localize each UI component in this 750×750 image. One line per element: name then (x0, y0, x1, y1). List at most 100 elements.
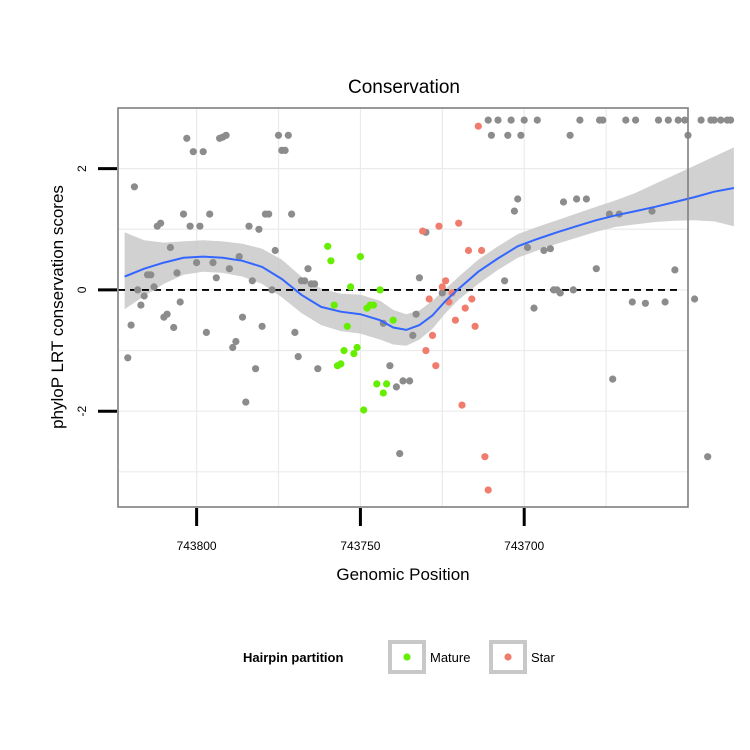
point-other (409, 331, 417, 339)
point-other (556, 289, 564, 297)
point-other (691, 295, 699, 303)
point-other (399, 377, 407, 385)
point-other (582, 195, 591, 203)
point-mature (353, 343, 361, 352)
point-mature (350, 350, 358, 358)
point-other (196, 222, 204, 230)
point-mature (383, 380, 391, 388)
point-other (661, 298, 669, 306)
point-mature (340, 347, 348, 355)
point-other (235, 253, 243, 261)
point-star (428, 331, 437, 339)
y-tick-label: 0 (75, 286, 89, 293)
point-other (674, 116, 682, 124)
point-other (157, 219, 165, 227)
point-other (212, 274, 220, 282)
point-other (265, 210, 273, 218)
point-other (546, 245, 555, 253)
point-mature (369, 301, 378, 309)
y-axis-title: phyloP LRT conservation scores (48, 185, 67, 429)
point-other (245, 222, 253, 230)
smooth-line (124, 187, 735, 331)
point-other (173, 269, 181, 277)
point-other (183, 134, 191, 142)
point-other (271, 246, 279, 255)
point-other (641, 299, 650, 307)
point-mature (379, 389, 387, 397)
point-other (314, 365, 322, 373)
point-star (474, 122, 482, 130)
point-other (664, 116, 672, 124)
point-other (166, 243, 174, 252)
point-other (304, 265, 312, 273)
point-other (281, 146, 289, 154)
point-other (484, 116, 492, 124)
point-other (238, 313, 247, 321)
point-other (124, 354, 132, 362)
point-other (592, 265, 600, 273)
point-star (484, 486, 492, 494)
confidence-band (124, 147, 734, 346)
point-other (566, 131, 574, 139)
y-axis: -2 0 2 (75, 165, 117, 417)
point-star (471, 322, 479, 330)
plot-panel (117, 107, 735, 508)
point-mature (347, 283, 355, 291)
point-other (255, 225, 263, 233)
point-other (189, 148, 197, 156)
point-mature (330, 301, 338, 309)
y-tick-label: 2 (75, 165, 89, 172)
point-other (288, 210, 296, 218)
point-other (137, 301, 145, 309)
point-other (179, 210, 188, 218)
legend-label-mature: Mature (430, 650, 470, 665)
point-mature (360, 406, 368, 414)
point-other (130, 183, 138, 191)
point-other (520, 116, 528, 124)
point-star (451, 316, 459, 324)
point-other (569, 286, 577, 294)
point-other (225, 265, 233, 273)
point-other (209, 259, 217, 267)
point-other (206, 210, 214, 218)
point-mature (373, 380, 381, 388)
point-star (425, 295, 433, 303)
point-other (622, 116, 630, 124)
point-mature (376, 286, 384, 294)
point-other (396, 450, 404, 458)
point-star (432, 362, 440, 370)
point-other (258, 322, 266, 330)
point-other (242, 398, 250, 406)
point-other (514, 195, 522, 203)
point-other (386, 362, 394, 370)
point-other (648, 207, 656, 215)
point-mature (327, 257, 335, 265)
point-star (448, 289, 456, 297)
point-other (501, 277, 509, 285)
point-other (232, 337, 240, 346)
point-other (573, 195, 581, 203)
point-other (199, 148, 207, 156)
point-star (481, 453, 489, 461)
point-other (523, 243, 532, 252)
point-other (392, 383, 400, 391)
point-other (229, 343, 237, 352)
point-other (540, 246, 548, 255)
point-other (294, 353, 302, 361)
point-other (412, 310, 420, 318)
point-other (406, 377, 414, 385)
point-other (530, 304, 538, 312)
point-star (458, 401, 466, 409)
point-star (422, 347, 430, 355)
point-mature (324, 242, 332, 250)
point-other (311, 280, 319, 288)
point-other (727, 116, 735, 124)
point-other (717, 116, 725, 124)
point-star (438, 283, 446, 291)
point-other (222, 131, 230, 139)
point-other (140, 292, 148, 300)
point-other (170, 323, 178, 332)
point-star (455, 219, 463, 227)
point-other (284, 131, 292, 139)
